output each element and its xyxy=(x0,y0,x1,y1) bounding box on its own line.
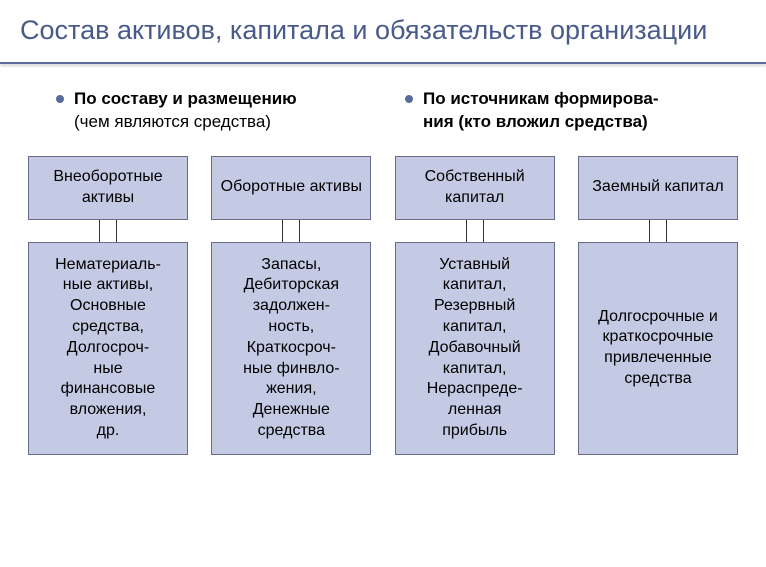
box-top-3: Заемный капитал xyxy=(578,156,738,220)
bullet-right-text: По источникам формирова- ния (кто вложил… xyxy=(423,88,658,134)
box-bottom-2: Уставныйкапитал,Резервныйкапитал,Добавоч… xyxy=(395,242,555,455)
bullet-right-sub: ния (кто вложил средства) xyxy=(423,112,648,131)
bullet-dot-icon xyxy=(56,95,64,103)
connector xyxy=(649,220,667,242)
page-title: Состав активов, капитала и обязательств … xyxy=(20,14,746,48)
box-top-2: Собственный капитал xyxy=(395,156,555,220)
box-bottom-3: Долгосрочные икраткосрочныепривлеченныес… xyxy=(578,242,738,455)
bullet-right-bold: По источникам формирова- xyxy=(423,89,658,108)
box-top-0: Внеоборотные активы xyxy=(28,156,188,220)
connector xyxy=(99,220,117,242)
bullet-left-sub: (чем являются средства) xyxy=(74,112,271,131)
connectors xyxy=(28,220,738,242)
bullet-right: По источникам формирова- ния (кто вложил… xyxy=(405,88,726,134)
bullet-left: По составу и размещению (чем являются ср… xyxy=(56,88,377,134)
row-top: Внеоборотные активы Оборотные активы Соб… xyxy=(28,156,738,220)
title-area: Состав активов, капитала и обязательств … xyxy=(0,0,766,58)
bullets-row: По составу и размещению (чем являются ср… xyxy=(0,64,766,144)
bullet-left-bold: По составу и размещению xyxy=(74,89,297,108)
box-bottom-0: Нематериаль-ные активы,Основныесредства,… xyxy=(28,242,188,455)
bullet-left-text: По составу и размещению (чем являются ср… xyxy=(74,88,297,134)
connector xyxy=(466,220,484,242)
bullet-dot-icon xyxy=(405,95,413,103)
row-bottom: Нематериаль-ные активы,Основныесредства,… xyxy=(28,242,738,455)
diagram: Внеоборотные активы Оборотные активы Соб… xyxy=(0,144,766,455)
box-bottom-1: Запасы,Дебиторскаязадолжен-ность,Краткос… xyxy=(211,242,371,455)
connector xyxy=(282,220,300,242)
box-top-1: Оборотные активы xyxy=(211,156,371,220)
